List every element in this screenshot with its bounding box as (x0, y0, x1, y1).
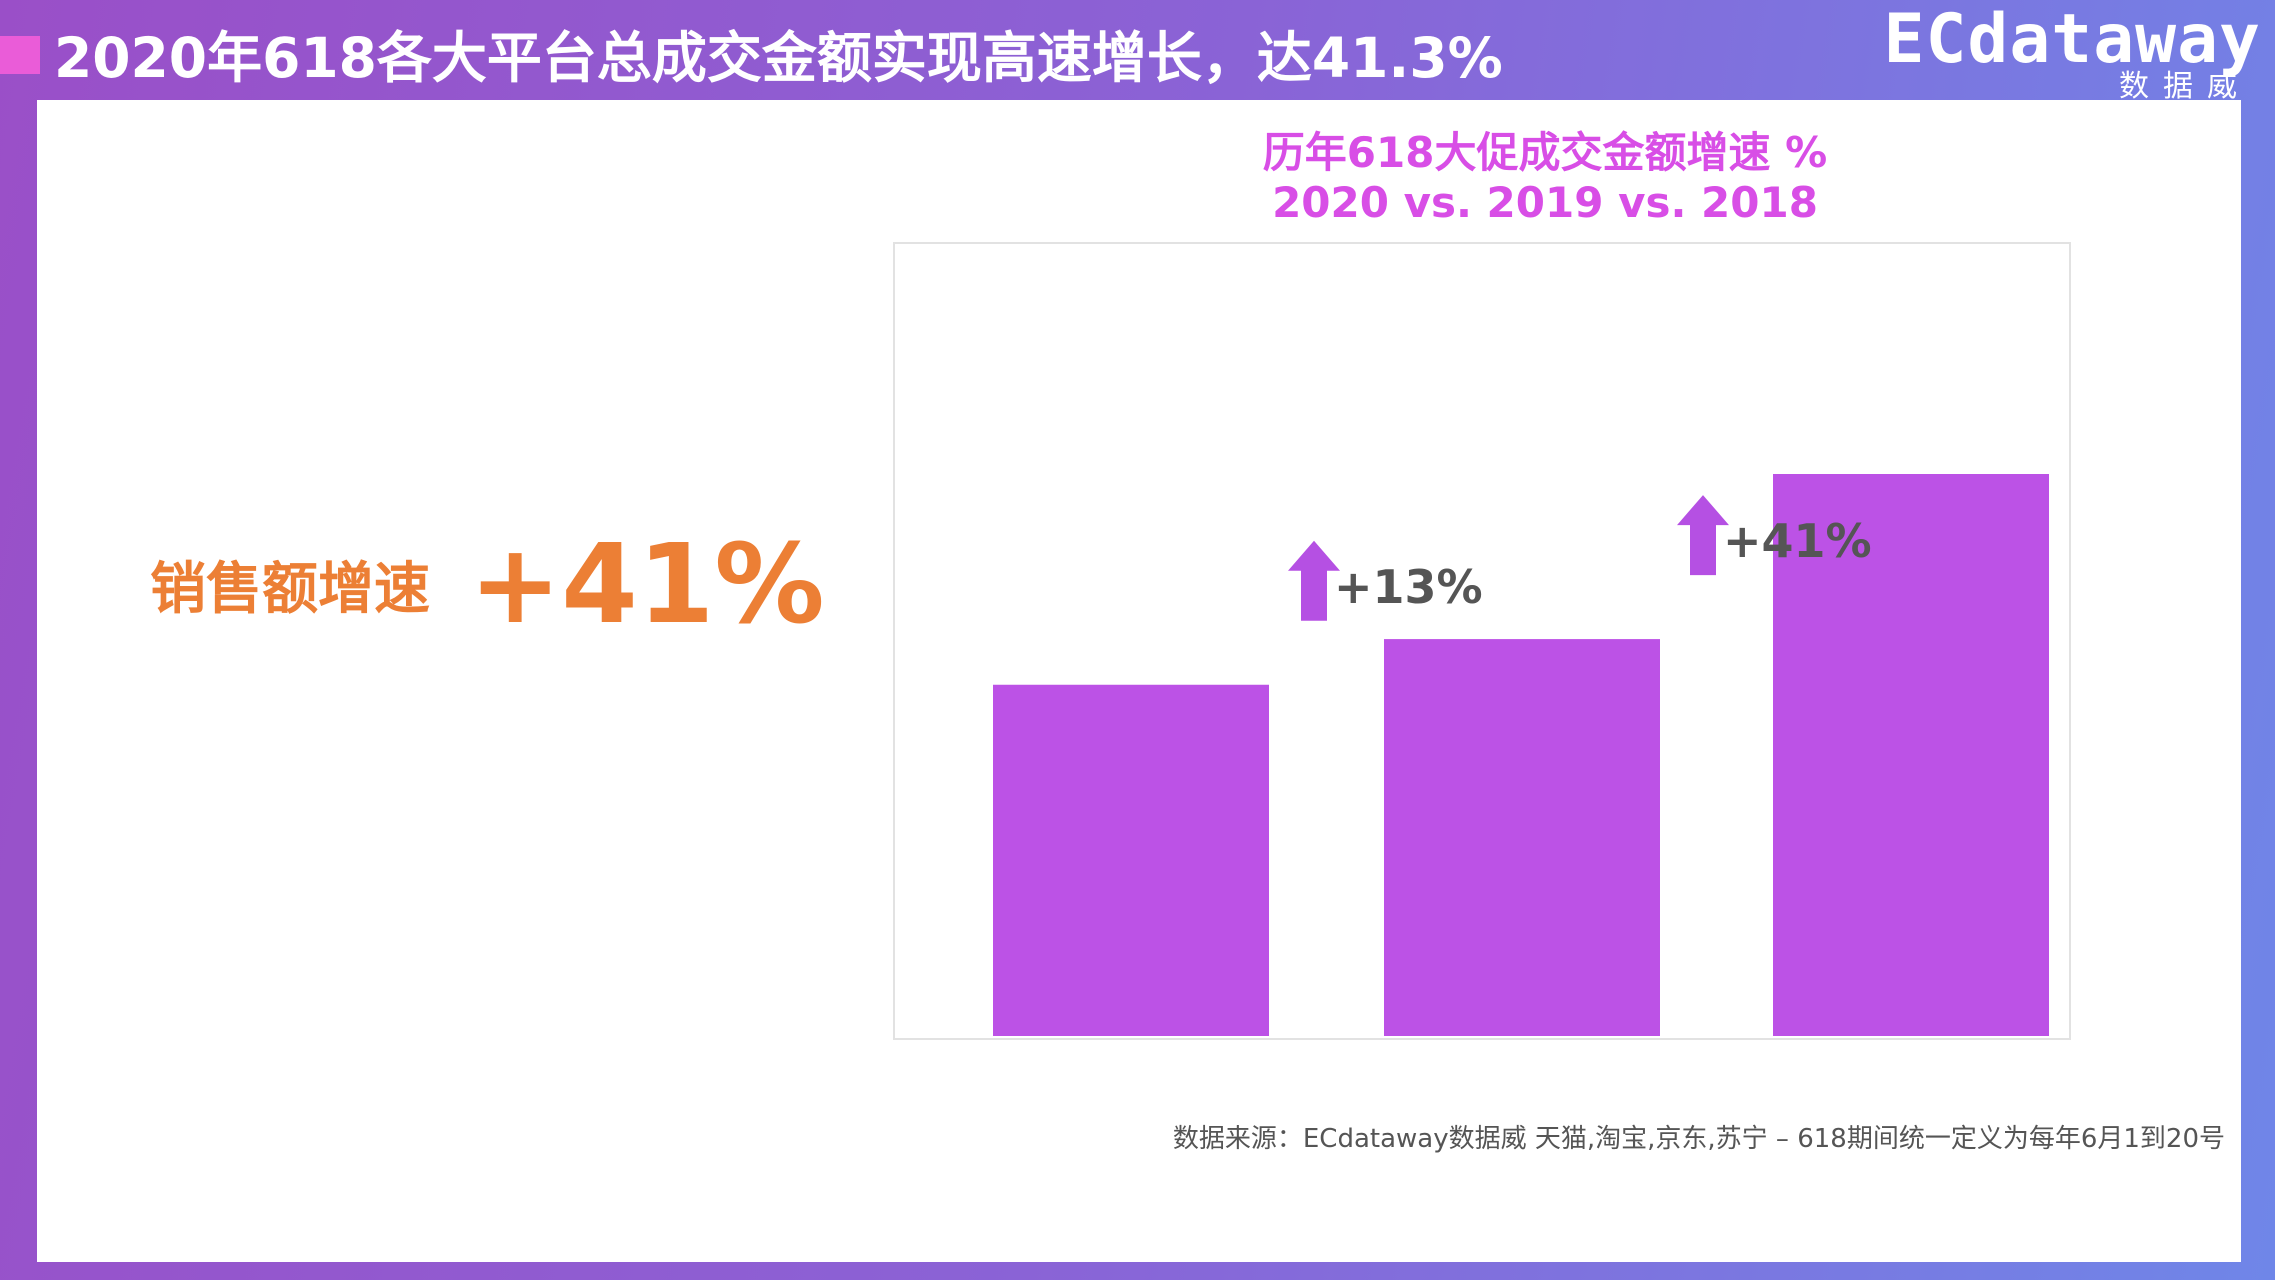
chart-subtitle: 2020 vs. 2019 vs. 2018 (1272, 178, 1818, 227)
logo-subtitle: 数据威 (2119, 69, 2251, 104)
kpi-block: 销售额增速 +41% (150, 520, 825, 648)
bar-3 (1773, 474, 2049, 1036)
bar-1 (993, 684, 1269, 1036)
growth-arrow-1 (1288, 540, 1340, 621)
kpi-label: 销售额增速 (150, 556, 430, 622)
growth-arrow-2 (1677, 495, 1729, 576)
header-accent-bar (0, 36, 40, 74)
data-source-note: 数据来源：ECdataway数据威 天猫,淘宝,京东,苏宁 – 618期间统一定… (1172, 1124, 2225, 1154)
logo-wordmark: ECdataway (1883, 0, 2261, 79)
page-title: 2020年618各大平台总成交金额实现高速增长，达41.3% (54, 26, 1503, 90)
growth-label-2: +41% (1723, 514, 1872, 568)
bar-2 (1384, 639, 1660, 1036)
growth-label-1: +13% (1334, 560, 1483, 614)
chart-frame (893, 242, 2071, 1040)
brand-logo: ECdataway 数据威 (1884, 4, 2261, 102)
chart-title: 历年618大促成交金额增速 % (1262, 128, 1828, 177)
bar-chart: 2018年618大促2019年618大促2020年618大促+13%+41% (993, 474, 2049, 1036)
kpi-value: +41% (469, 520, 825, 648)
